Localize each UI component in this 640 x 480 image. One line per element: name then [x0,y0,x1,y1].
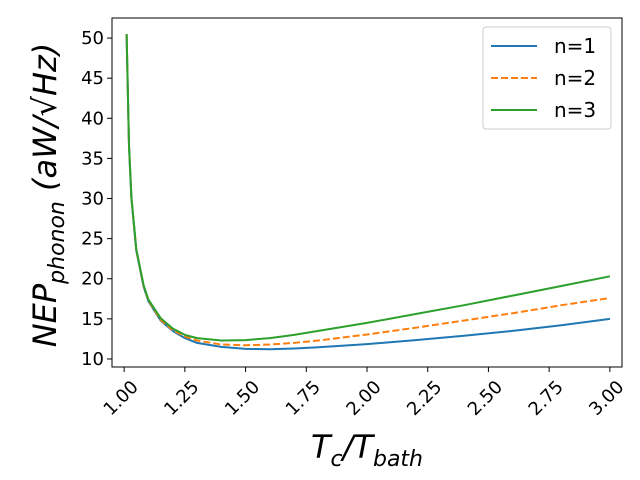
x-axis-ticks: 1.00 1.25 1.50 1.75 2.00 2.25 2.50 2.75 3.00 [100,367,628,420]
plot-lines [125,33,611,351]
y-axis-ticks: 10 15 20 25 30 35 40 45 50 [81,28,112,370]
x-tick-label: 2.75 [525,377,568,420]
y-tick-label: 45 [81,68,104,89]
x-tick-label: 2.50 [464,377,507,420]
legend: n=1 n=2 n=3 [482,26,612,130]
series-line-3 [125,33,611,342]
x-tick-label: 1.75 [282,377,325,420]
x-tick-label: 1.50 [221,377,264,420]
y-tick-label: 35 [81,148,104,169]
legend-label: n=1 [554,34,596,58]
y-tick-label: 30 [81,189,104,210]
y-tick-label: 20 [81,269,104,290]
legend-label: n=2 [554,66,596,90]
y-tick-label: 15 [81,309,104,330]
legend-label: n=3 [554,98,596,122]
x-tick-label: 3.00 [585,377,628,420]
y-tick-label: 40 [81,108,104,129]
x-tick-label: 2.25 [403,377,446,420]
y-tick-label: 10 [81,349,104,370]
legend-items: n=1 n=2 n=3 [491,34,596,122]
y-tick-label: 50 [81,28,104,49]
x-tick-label: 1.00 [100,377,143,420]
y-tick-label: 25 [81,229,104,250]
x-tick-label: 1.25 [160,377,203,420]
series-line-2 [125,33,611,347]
legend-box [482,26,612,130]
y-axis-label: NEPphonon (aW/√Hz) [26,43,70,348]
x-axis-label: Tc/Tbath [311,428,423,472]
x-tick-label: 2.00 [342,377,385,420]
